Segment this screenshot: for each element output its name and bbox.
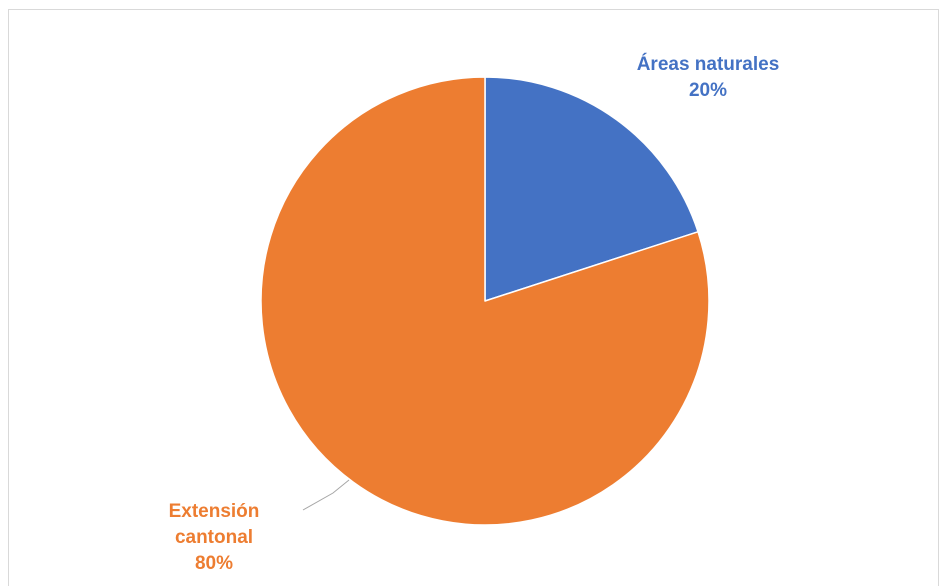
leader-lines xyxy=(302,479,350,511)
data-labels: Áreas naturales 20% Extensión cantonal 80% xyxy=(169,53,780,574)
slice-label-1: Extensión cantonal 80% xyxy=(169,501,260,574)
slice-label-line: cantonal xyxy=(175,527,253,548)
pie-slices xyxy=(260,76,710,526)
slice-label-line: Extensión xyxy=(169,501,260,522)
slice-label-0: Áreas naturales 20% xyxy=(637,53,780,101)
slice-label-line: 80% xyxy=(195,553,233,574)
slice-label-line: 20% xyxy=(689,80,727,101)
pie-slice-0 xyxy=(484,76,699,302)
leader-line-1 xyxy=(302,479,350,511)
pie-slice-1 xyxy=(260,76,710,526)
slice-label-line: Áreas naturales xyxy=(637,53,780,75)
